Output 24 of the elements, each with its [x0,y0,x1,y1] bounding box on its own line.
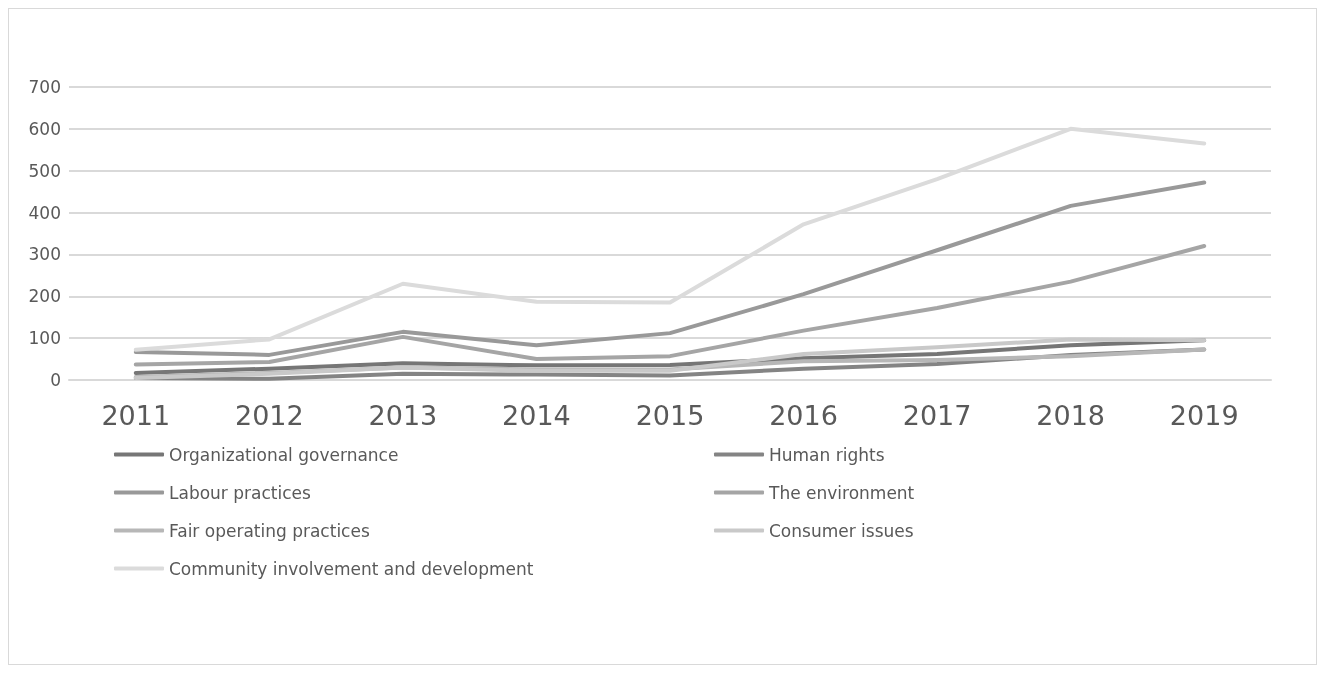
legend-label: Fair operating practices [169,520,370,541]
x-tick-label: 2011 [101,400,171,431]
x-tick-label: 2015 [635,400,705,431]
y-tick-label: 600 [28,118,61,139]
y-tick-label: 100 [28,328,61,349]
x-tick-label: 2017 [902,400,972,431]
x-tick-label: 2016 [769,400,838,431]
legend-label: Labour practices [169,482,311,503]
y-tick-label: 0 [50,370,61,390]
legend-label: The environment [768,482,915,503]
legend-label: Human rights [769,444,885,465]
y-tick-label: 400 [28,202,61,223]
x-tick-label: 2019 [1169,400,1239,431]
legend-label: Organizational governance [169,444,399,465]
y-tick-label: 200 [28,286,61,307]
y-tick-label: 300 [28,244,61,265]
legend-label: Consumer issues [769,520,914,541]
y-tick-label: 700 [28,77,61,97]
y-tick-label: 500 [28,160,61,181]
x-tick-label: 2018 [1036,400,1106,431]
x-tick-label: 2014 [502,400,571,431]
x-tick-label: 2012 [234,400,304,431]
legend-label: Community involvement and development [169,558,534,579]
x-tick-label: 2013 [368,400,438,431]
